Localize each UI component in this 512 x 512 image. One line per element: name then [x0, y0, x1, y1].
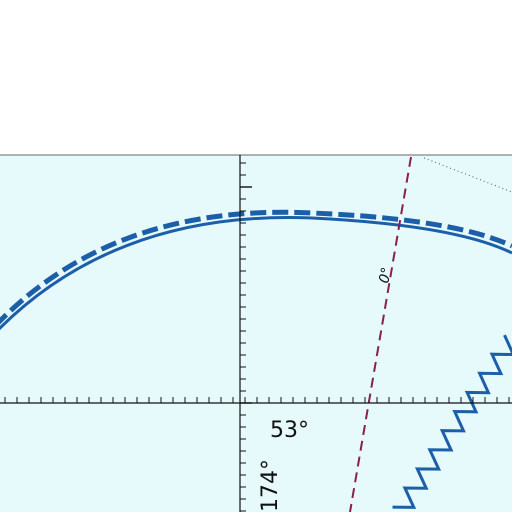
latitude-ticks	[4, 397, 510, 403]
isogonic-label: 0°	[376, 266, 395, 285]
longitude-label: 174°	[258, 459, 283, 512]
isogonic-line	[349, 156, 412, 512]
longitude-ticks	[240, 162, 252, 512]
latitude-label: 53°	[270, 418, 309, 443]
zigzag-boundary-line	[392, 334, 512, 509]
boundary-arc-line	[0, 216, 512, 331]
boundary-arc-dashed	[0, 209, 512, 325]
